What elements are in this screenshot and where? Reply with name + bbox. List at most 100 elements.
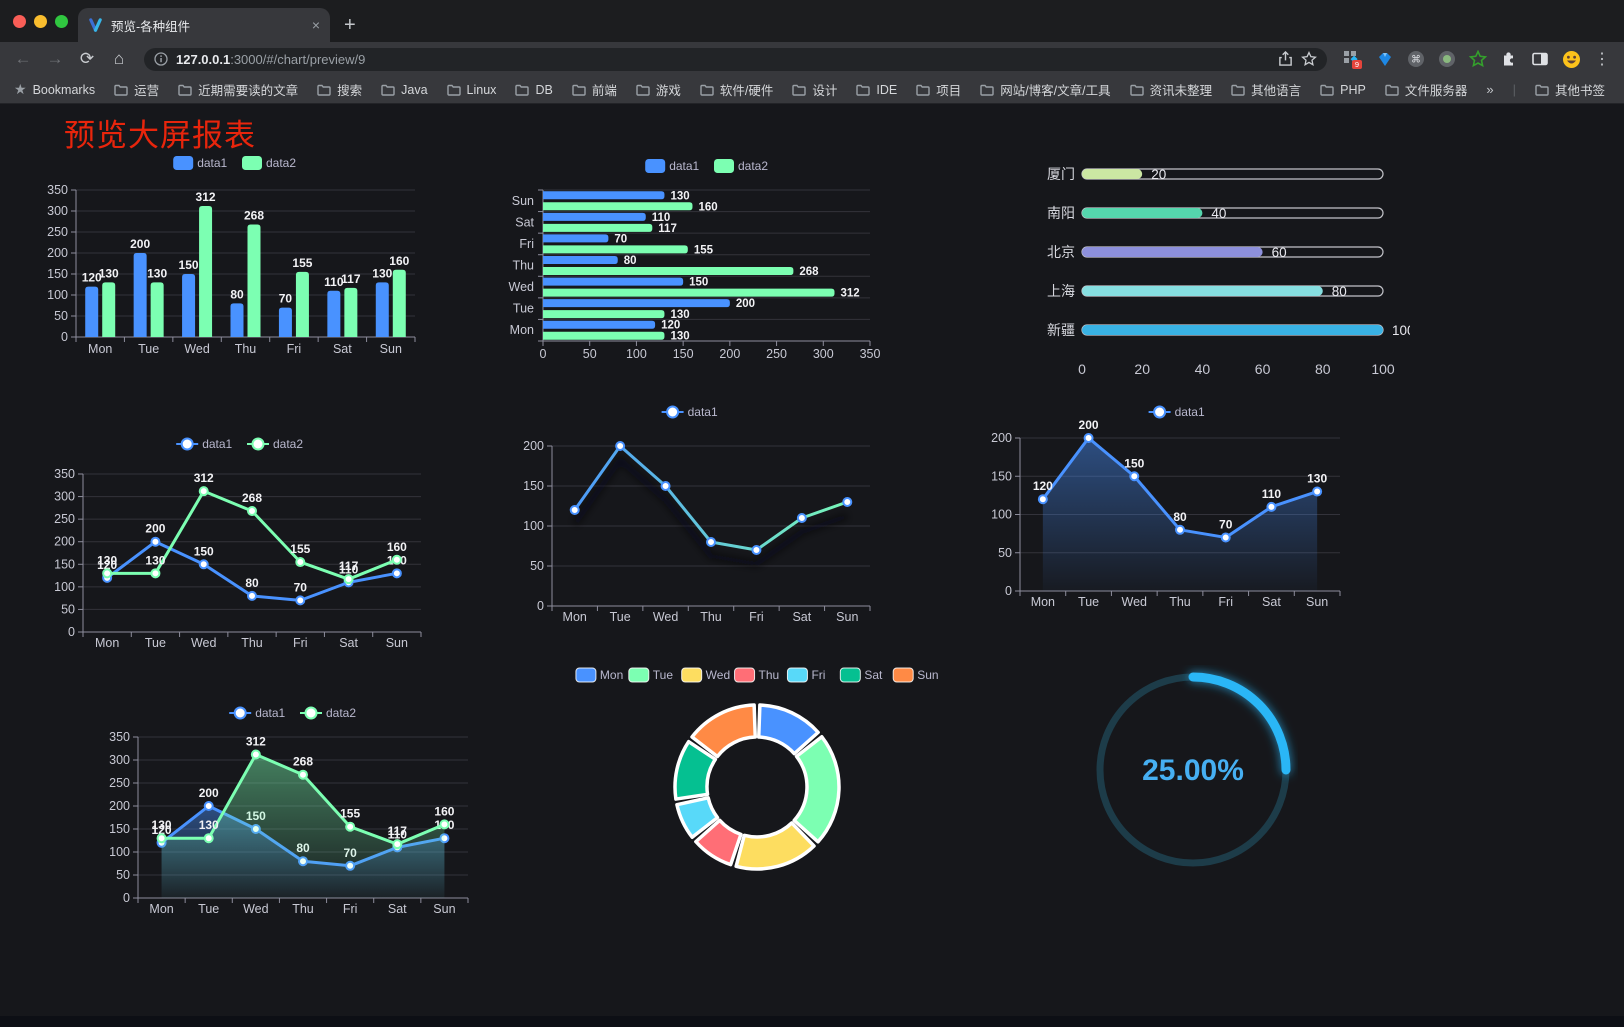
- split-screen-icon[interactable]: [1531, 50, 1549, 68]
- bookmark-folder-item[interactable]: 资讯未整理: [1129, 80, 1212, 99]
- extensions-puzzle-icon[interactable]: [1500, 50, 1518, 68]
- svg-text:data1: data1: [202, 437, 232, 451]
- bookmarks-overflow-chevron[interactable]: »: [1486, 82, 1494, 97]
- address-bar[interactable]: 127.0.0.1:3000/#/chart/preview/9: [144, 47, 1327, 71]
- green-star-extension-icon[interactable]: [1469, 50, 1487, 68]
- svg-text:100: 100: [991, 508, 1012, 522]
- donut-pie-chart[interactable]: Mon Tue Wed Thu Fri Sat Sun: [547, 655, 967, 912]
- svg-text:100: 100: [523, 519, 544, 533]
- svg-text:南阳: 南阳: [1047, 205, 1075, 221]
- command-extension-icon[interactable]: ⌘: [1407, 50, 1425, 68]
- back-button[interactable]: ←: [14, 49, 32, 68]
- svg-text:20: 20: [1134, 361, 1150, 377]
- svg-text:Mon: Mon: [563, 610, 587, 624]
- bookmark-folder-item[interactable]: 运营: [114, 80, 159, 99]
- svg-text:Sat: Sat: [388, 902, 407, 916]
- bookmark-folder-item[interactable]: 游戏: [636, 80, 681, 99]
- svg-text:25.00%: 25.00%: [1142, 754, 1244, 787]
- other-bookmarks[interactable]: 其他书签: [1535, 80, 1605, 99]
- svg-text:Fri: Fri: [343, 902, 358, 916]
- site-info-icon[interactable]: [154, 52, 168, 66]
- bookmark-folder-item[interactable]: PHP: [1320, 80, 1366, 99]
- bookmark-folder-item[interactable]: 其他语言: [1231, 80, 1301, 99]
- svg-text:data1: data1: [688, 405, 718, 419]
- window-minimize-button[interactable]: [34, 15, 47, 28]
- svg-text:100: 100: [626, 347, 647, 361]
- window-zoom-button[interactable]: [55, 15, 68, 28]
- folder-icon: [980, 84, 994, 96]
- svg-text:Fri: Fri: [749, 610, 764, 624]
- svg-text:250: 250: [766, 347, 787, 361]
- bookmark-folder-item[interactable]: 项目: [916, 80, 961, 99]
- svg-text:160: 160: [698, 201, 717, 213]
- gradient-line-chart[interactable]: data1 0 50 100 150 200 Mon Tue Wed Thu Fri Sat Sun: [502, 398, 882, 635]
- horizontal-bar-chart[interactable]: data1 data2 Sun Sat Fri Thu Wed Tue Mon 0 50 100 150…: [498, 150, 893, 373]
- svg-text:110: 110: [324, 275, 344, 289]
- forward-button[interactable]: →: [46, 49, 64, 68]
- svg-text:Tue: Tue: [145, 636, 166, 650]
- home-button[interactable]: ⌂: [113, 49, 125, 68]
- folder-icon: [178, 84, 192, 96]
- svg-text:Thu: Thu: [241, 636, 263, 650]
- svg-text:200: 200: [991, 431, 1012, 445]
- browser-tab[interactable]: 预览-各种组件 ×: [78, 8, 330, 42]
- svg-text:130: 130: [670, 331, 689, 343]
- svg-text:Sun: Sun: [386, 636, 408, 650]
- svg-text:160: 160: [387, 540, 407, 554]
- menu-kebab-icon[interactable]: ⋮: [1594, 51, 1610, 68]
- svg-text:300: 300: [109, 753, 130, 767]
- window-close-button[interactable]: [13, 15, 26, 28]
- bookmark-folder-item[interactable]: 网站/博客/文章/工具: [980, 80, 1111, 99]
- svg-text:70: 70: [614, 233, 627, 245]
- svg-text:130: 130: [670, 309, 689, 321]
- svg-text:150: 150: [194, 544, 214, 558]
- bookmark-folder-item[interactable]: 文件服务器: [1385, 80, 1467, 99]
- share-icon[interactable]: [1278, 51, 1293, 67]
- tab-close-icon[interactable]: ×: [311, 17, 320, 33]
- two-series-area-chart[interactable]: data1 data2 0 50 100 150 200 250 300 350 Mon Tue Wed…: [98, 690, 483, 932]
- reload-button[interactable]: ⟳: [79, 49, 95, 68]
- bookmark-folder-item[interactable]: 设计: [792, 80, 837, 99]
- svg-text:Sun: Sun: [1306, 595, 1328, 609]
- svg-text:117: 117: [339, 559, 359, 573]
- svg-text:110: 110: [339, 562, 359, 576]
- svg-text:130: 130: [147, 266, 167, 280]
- bookmark-folder-item[interactable]: 前端: [572, 80, 617, 99]
- svg-text:50: 50: [530, 559, 544, 573]
- single-area-chart[interactable]: data1 0 50 100 150 200 Mon Tue Wed Thu Fri Sat Sun 12…: [982, 388, 1357, 625]
- bookmarks-app[interactable]: ★ Bookmarks: [14, 81, 96, 97]
- emoji-extension-icon[interactable]: [1562, 50, 1581, 69]
- bookmark-folder-item[interactable]: Linux: [446, 80, 496, 99]
- bookmark-folder-item[interactable]: Java: [381, 80, 428, 99]
- two-series-line-chart[interactable]: data1 data2 0 50 100 150 200 250 300 350 Mon Tue Wed…: [45, 430, 430, 660]
- svg-text:data1: data1: [1175, 405, 1205, 419]
- bookmark-folder-item[interactable]: 软件/硬件: [700, 80, 773, 99]
- folder-icon: [700, 84, 714, 96]
- tab-groups-extension-icon[interactable]: 9: [1343, 49, 1363, 69]
- svg-text:0: 0: [537, 599, 544, 613]
- bookmark-star-icon[interactable]: [1301, 51, 1317, 67]
- svg-text:Sat: Sat: [1262, 595, 1281, 609]
- svg-text:130: 130: [670, 190, 689, 202]
- bookmark-folder-item[interactable]: 搜索: [317, 80, 362, 99]
- svg-text:data2: data2: [266, 156, 296, 170]
- gem-extension-icon[interactable]: [1376, 50, 1394, 68]
- new-tab-button[interactable]: +: [344, 14, 356, 36]
- progress-ring-chart[interactable]: 25.00%: [1088, 665, 1298, 880]
- traffic-lights: [13, 15, 68, 28]
- svg-text:200: 200: [199, 786, 219, 800]
- svg-text:0: 0: [1078, 361, 1086, 377]
- bookmark-folder-item[interactable]: IDE: [856, 80, 897, 99]
- svg-text:155: 155: [290, 542, 310, 556]
- svg-text:Mon: Mon: [88, 342, 112, 356]
- folder-icon: [515, 84, 530, 96]
- grouped-bar-chart[interactable]: data1 data2 0 50 100 150 200 250 300 350 Mon Tue Wed…: [40, 148, 430, 371]
- recorder-extension-icon[interactable]: [1438, 50, 1456, 68]
- svg-text:150: 150: [523, 479, 544, 493]
- svg-text:Sun: Sun: [836, 610, 858, 624]
- city-progress-bar-chart[interactable]: 厦门 20 南阳 40 北京 60 上海 80 新疆 100 0 20 40 60 80 100: [1000, 158, 1415, 388]
- bookmark-folder-item[interactable]: DB: [515, 80, 553, 99]
- svg-text:Mon: Mon: [1031, 595, 1055, 609]
- folder-icon: [1231, 84, 1245, 96]
- bookmark-folder-item[interactable]: 近期需要读的文章: [178, 80, 298, 99]
